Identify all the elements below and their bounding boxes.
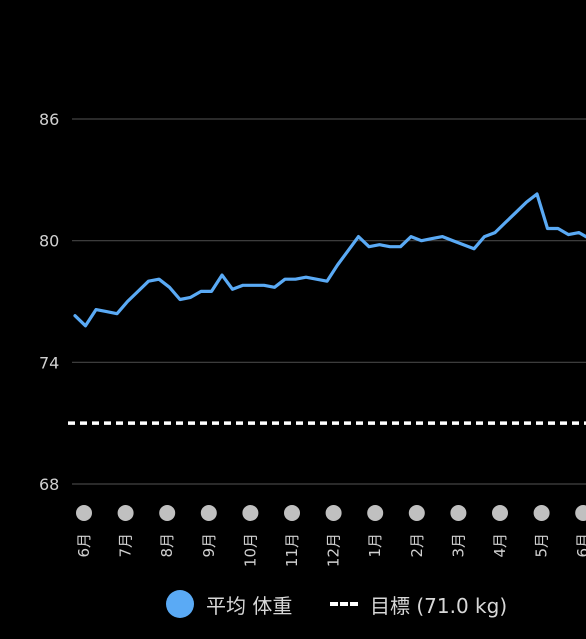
month-marker[interactable] [450,505,467,521]
month-marker[interactable] [533,505,550,521]
x-tick-label: 5月 [533,533,551,558]
legend-label-target: 目標 (71.0 kg) [370,593,508,618]
series-line-average-weight [73,192,586,328]
month-marker[interactable] [325,505,342,521]
x-tick-label: 1月 [366,533,384,558]
legend-item-target[interactable]: 目標 (71.0 kg) [330,584,507,624]
gridlines [72,118,586,485]
month-marker[interactable] [76,505,92,521]
chart-legend: 平均 体重 目標 (71.0 kg) [0,584,586,624]
x-tick-label: 10月 [241,533,259,567]
series-group [73,192,586,328]
x-axis-ticks: 6月 7月 8月 9月 10月 11月 12月 1月 2月 3月 4月 5月 6月 [75,533,586,567]
x-tick-label: 11月 [283,533,301,567]
legend-swatch-average-weight [166,590,194,618]
month-marker[interactable] [242,505,259,521]
y-axis-ticks: 86 80 74 68 [39,110,59,494]
month-marker[interactable] [117,505,134,521]
month-marker[interactable] [492,505,508,521]
month-marker[interactable] [200,505,217,521]
x-tick-label: 6月 [574,533,586,558]
x-tick-label: 3月 [449,533,467,558]
y-tick-label: 68 [39,475,59,494]
legend-label-average-weight: 平均 体重 [206,593,293,618]
x-tick-label: 2月 [408,533,426,558]
y-tick-label: 74 [39,353,59,372]
x-tick-label: 8月 [158,533,176,558]
x-tick-label: 9月 [200,533,218,558]
month-marker[interactable] [284,505,300,521]
x-tick-label: 12月 [325,533,343,567]
month-markers [76,505,586,521]
x-tick-label: 7月 [117,533,135,558]
month-marker[interactable] [367,505,384,521]
x-tick-label: 4月 [491,533,509,558]
month-marker[interactable] [159,505,176,521]
month-marker[interactable] [575,505,586,521]
y-tick-label: 86 [39,110,59,129]
x-tick-label: 6月 [75,533,93,558]
legend-swatch-target [330,602,358,606]
y-tick-label: 80 [39,232,59,251]
legend-item-average-weight[interactable]: 平均 体重 [166,584,292,624]
month-marker[interactable] [408,505,425,521]
